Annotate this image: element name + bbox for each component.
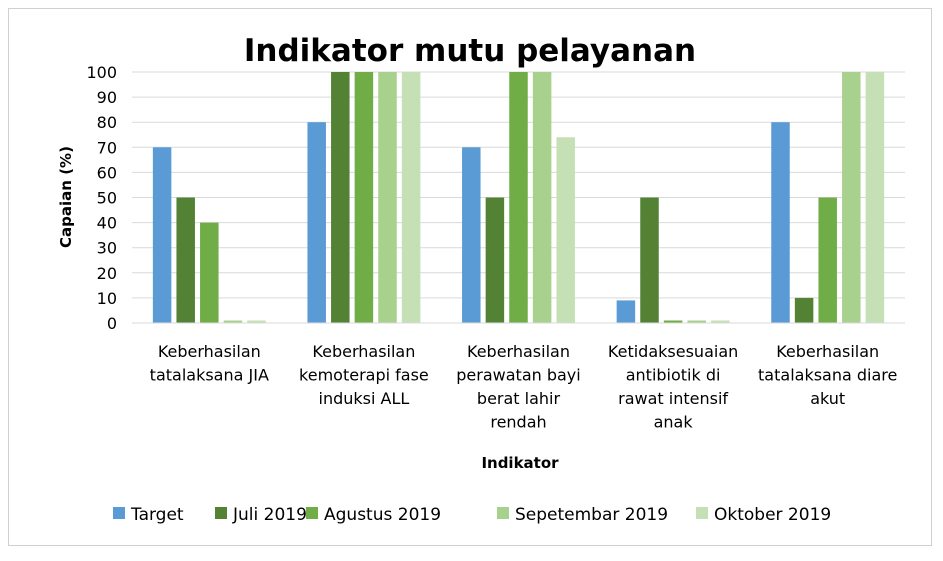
x-tick-label-line: anak bbox=[654, 413, 694, 432]
bar bbox=[401, 72, 421, 323]
x-tick-label-line: rawat intensif bbox=[618, 389, 728, 408]
y-tick-label: 60 bbox=[97, 163, 117, 182]
x-tick-label: Keberhasilan perawatan bayi berat lahir ren… bbox=[456, 342, 580, 432]
y-tick-label: 70 bbox=[97, 138, 117, 157]
bar bbox=[354, 72, 374, 323]
bar bbox=[176, 197, 195, 323]
x-tick-label-line: berat lahir bbox=[477, 389, 561, 408]
x-tick-label: Keberhasilan tatalaksana JIA bbox=[150, 342, 269, 385]
x-tick-label-line: induksi ALL bbox=[319, 389, 410, 408]
legend-label: Oktober 2019 bbox=[714, 505, 831, 525]
legend-swatch bbox=[215, 507, 227, 519]
bar bbox=[818, 197, 837, 323]
x-tick-label-line: tatalaksana diare bbox=[758, 366, 897, 385]
x-tick-label-line: Keberhasilan bbox=[312, 342, 415, 361]
y-tick-label: 90 bbox=[97, 88, 117, 107]
x-tick-label-line: Ketidaksesuaian bbox=[608, 342, 738, 361]
bars bbox=[152, 72, 885, 323]
x-axis-title: Indikator bbox=[481, 454, 559, 472]
y-tick-label: 100 bbox=[86, 63, 117, 82]
x-tick-label-line: tatalaksana JIA bbox=[150, 366, 269, 385]
y-tick-label: 40 bbox=[97, 214, 117, 233]
bar bbox=[687, 320, 706, 323]
bar bbox=[485, 197, 505, 323]
y-tick-label: 20 bbox=[97, 264, 117, 283]
bar bbox=[509, 72, 528, 323]
legend-swatch bbox=[497, 507, 509, 519]
x-tick-label-line: kemoterapi fase bbox=[299, 366, 429, 385]
x-tick-label: Keberhasilan tatalaksana diare akut bbox=[758, 342, 897, 408]
chart-title: Indikator mutu pelayanan bbox=[244, 33, 696, 69]
x-tick-label-line: rendah bbox=[490, 413, 546, 432]
x-tick-label-line: perawatan bayi bbox=[456, 366, 580, 385]
x-tick-label-line: Keberhasilan bbox=[158, 342, 261, 361]
bar bbox=[616, 300, 636, 323]
bar bbox=[223, 320, 243, 323]
bar bbox=[247, 320, 266, 323]
x-tick-label-line: antibiotik di bbox=[626, 366, 721, 385]
legend-label: Target bbox=[130, 505, 184, 525]
bar bbox=[711, 320, 730, 323]
legend-swatch bbox=[113, 507, 125, 519]
bar bbox=[865, 72, 885, 323]
x-tick-label-line: akut bbox=[810, 389, 845, 408]
y-tick-label: 80 bbox=[97, 113, 117, 132]
bar bbox=[152, 147, 172, 323]
y-tick-label: 30 bbox=[97, 239, 117, 258]
bar bbox=[771, 122, 790, 323]
y-axis-title: Capaian (%) bbox=[57, 146, 75, 248]
bar bbox=[331, 72, 350, 323]
bar bbox=[663, 320, 683, 323]
legend-swatch bbox=[306, 507, 318, 519]
y-tick-label: 10 bbox=[97, 289, 117, 308]
bar bbox=[794, 297, 814, 323]
legend-label: Sepetembar 2019 bbox=[515, 505, 668, 525]
x-axis-ticks: Keberhasilan tatalaksana JIA Keberhasilan k… bbox=[150, 342, 898, 432]
bar bbox=[462, 147, 481, 323]
bar bbox=[532, 72, 552, 323]
x-tick-label-line: Keberhasilan bbox=[467, 342, 570, 361]
bar bbox=[556, 137, 575, 323]
bar bbox=[842, 72, 861, 323]
x-tick-label: Keberhasilan kemoterapi fase induksi ALL bbox=[299, 342, 429, 408]
legend-label: Juli 2019 bbox=[232, 505, 307, 525]
legend-swatch bbox=[696, 507, 708, 519]
y-tick-label: 50 bbox=[97, 189, 117, 208]
bar bbox=[200, 222, 219, 323]
legend-label: Agustus 2019 bbox=[324, 505, 441, 525]
bar bbox=[640, 197, 659, 323]
y-tick-label: 0 bbox=[107, 314, 117, 333]
bar bbox=[307, 122, 326, 323]
y-axis-ticks: 0 10 20 30 40 50 60 70 80 90 100 bbox=[86, 63, 117, 333]
bar bbox=[378, 72, 397, 323]
legend: Target Juli 2019 Agustus 2019 Sepetembar 20… bbox=[113, 505, 831, 525]
x-tick-label: Ketidaksesuaian antibiotik di rawat intens… bbox=[608, 342, 738, 432]
x-tick-label-line: Keberhasilan bbox=[776, 342, 879, 361]
